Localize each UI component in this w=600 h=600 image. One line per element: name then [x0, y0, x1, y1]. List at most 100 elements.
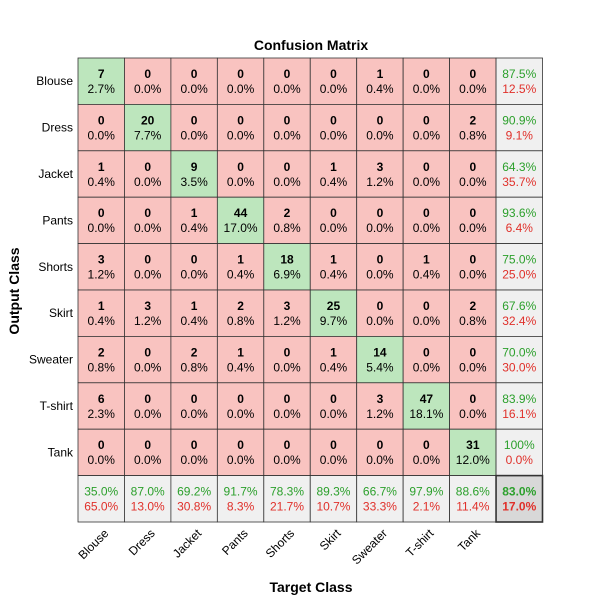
cell-percent-label: 0.0% [273, 82, 301, 96]
row-summary-cell [495, 243, 543, 291]
cell-count-label: 0 [330, 206, 337, 220]
row-error-label: 16.1% [502, 407, 536, 421]
matrix-cell [216, 289, 265, 337]
x-tick-label: Skirt [317, 526, 344, 553]
overall-accuracy-cell [495, 475, 543, 523]
matrix-cell [356, 243, 404, 291]
cell-percent-label: 0.4% [88, 314, 116, 328]
cell-count-label: 0 [377, 253, 384, 267]
cell-percent-label: 0.0% [366, 314, 394, 328]
column-correct-label: 66.7% [363, 485, 397, 499]
y-tick-label: Jacket [38, 167, 73, 181]
cell-count-label: 1 [237, 345, 244, 359]
cell-percent-label: 0.0% [413, 453, 441, 467]
matrix-cell [309, 382, 358, 430]
matrix-cell [309, 196, 358, 244]
cell-percent-label: 0.0% [273, 453, 301, 467]
cell-percent-label: 0.0% [134, 221, 162, 235]
cell-count-label: 0 [144, 253, 151, 267]
matrix-cell [402, 57, 450, 105]
y-tick-label: Tank [48, 445, 74, 459]
cell-percent-label: 0.0% [88, 128, 116, 142]
cell-percent-label: 0.0% [413, 221, 441, 235]
cell-count-label: 0 [144, 392, 151, 406]
matrix-cell [449, 104, 497, 152]
cell-count-label: 0 [191, 253, 198, 267]
chart-title: Confusion Matrix [254, 37, 369, 53]
cell-count-label: 0 [144, 345, 151, 359]
matrix-cell [309, 57, 358, 105]
column-summary-cell [170, 475, 218, 523]
cell-count-label: 0 [191, 67, 198, 81]
matrix-cell [263, 243, 311, 291]
matrix-cell [402, 428, 450, 477]
cell-count-label: 18 [280, 253, 294, 267]
matrix-cell [170, 289, 218, 337]
cell-count-label: 0 [377, 113, 384, 127]
cell-percent-label: 0.0% [320, 407, 348, 421]
cell-count-label: 0 [423, 438, 430, 452]
column-error-label: 21.7% [270, 500, 304, 514]
cell-count-label: 2 [469, 299, 476, 313]
x-tick-label: Pants [219, 526, 251, 558]
cell-percent-label: 0.4% [366, 82, 394, 96]
matrix-cell [449, 335, 497, 384]
cell-percent-label: 0.0% [459, 82, 487, 96]
matrix-cell [77, 150, 125, 198]
cell-percent-label: 1.2% [88, 268, 116, 282]
matrix-cell [170, 243, 218, 291]
y-tick-label: Shorts [38, 260, 73, 274]
cell-percent-label: 0.8% [459, 314, 487, 328]
cell-count-label: 0 [423, 345, 430, 359]
cell-count-label: 0 [423, 299, 430, 313]
matrix-cell [124, 428, 172, 477]
cell-percent-label: 0.0% [366, 221, 394, 235]
cell-percent-label: 0.0% [459, 175, 487, 189]
row-error-label: 9.1% [506, 128, 534, 142]
cell-percent-label: 0.0% [227, 175, 255, 189]
matrix-cell [170, 428, 218, 477]
cell-count-label: 0 [144, 67, 151, 81]
y-tick-label: Blouse [36, 74, 73, 88]
cell-count-label: 3 [377, 160, 384, 174]
cell-count-label: 1 [191, 206, 198, 220]
cell-count-label: 0 [423, 113, 430, 127]
matrix-cell [77, 196, 125, 244]
cell-percent-label: 0.0% [366, 453, 394, 467]
cell-count-label: 0 [284, 438, 291, 452]
row-error-label: 25.0% [502, 268, 536, 282]
cell-percent-label: 17.0% [224, 221, 258, 235]
cell-percent-label: 0.0% [459, 360, 487, 374]
cell-count-label: 47 [420, 392, 434, 406]
row-correct-label: 70.0% [502, 345, 536, 359]
cell-percent-label: 0.0% [459, 221, 487, 235]
cell-count-label: 0 [98, 113, 105, 127]
cell-percent-label: 0.0% [320, 453, 348, 467]
cell-count-label: 2 [469, 113, 476, 127]
cell-percent-label: 7.7% [134, 128, 162, 142]
matrix-cell [216, 428, 265, 477]
overall-error-label: 17.0% [502, 500, 536, 514]
cell-count-label: 20 [141, 113, 155, 127]
cell-percent-label: 0.0% [273, 128, 301, 142]
cell-count-label: 2 [237, 299, 244, 313]
matrix-cell [356, 196, 404, 244]
cell-count-label: 0 [284, 113, 291, 127]
matrix-cell [77, 289, 125, 337]
cell-count-label: 1 [98, 160, 105, 174]
matrix-cell [402, 104, 450, 152]
matrix-cell [77, 335, 125, 384]
cell-percent-label: 0.0% [413, 360, 441, 374]
column-correct-label: 89.3% [316, 485, 350, 499]
cell-count-label: 0 [330, 438, 337, 452]
cell-percent-label: 1.2% [273, 314, 301, 328]
row-error-label: 0.0% [506, 453, 534, 467]
row-error-label: 30.0% [502, 360, 536, 374]
cell-count-label: 0 [469, 345, 476, 359]
matrix-cell [216, 104, 265, 152]
column-error-label: 30.8% [177, 500, 211, 514]
cell-count-label: 0 [469, 160, 476, 174]
cell-percent-label: 0.0% [413, 128, 441, 142]
cell-percent-label: 0.0% [273, 360, 301, 374]
